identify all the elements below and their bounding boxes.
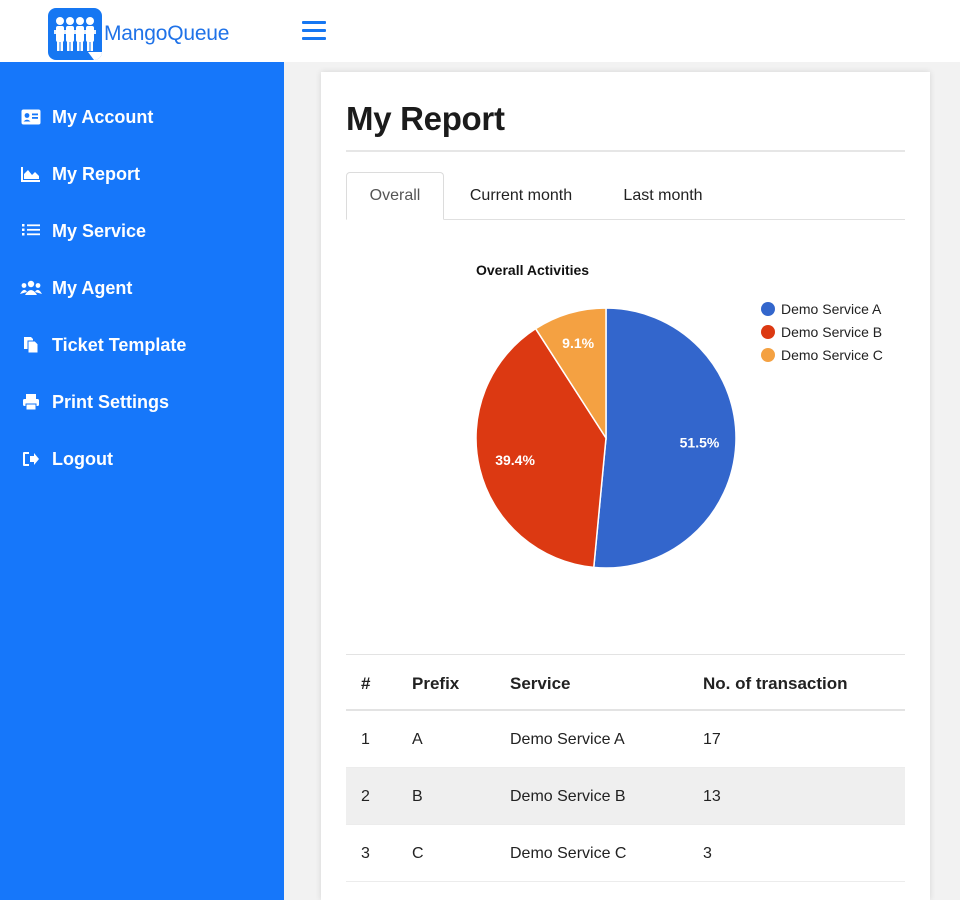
- row-number: 3: [361, 844, 370, 862]
- table-row: 2 B Demo Service B 13: [346, 768, 905, 825]
- pie-slice-c[interactable]: [534, 307, 607, 441]
- row-number: 1: [361, 730, 370, 748]
- tab-last-month[interactable]: Last month: [623, 187, 703, 204]
- row-service: Demo Service B: [510, 787, 626, 805]
- table-row: 3 C Demo Service C 3: [346, 825, 905, 882]
- sidebar-item-print-settings[interactable]: Print Settings: [20, 387, 169, 417]
- chart-title: Overall Activities: [476, 262, 589, 278]
- tab-current-month[interactable]: Current month: [469, 187, 573, 204]
- page-title: My Report: [346, 100, 505, 137]
- header-prefix: Prefix: [412, 673, 460, 693]
- sidebar-item-label: Ticket Template: [52, 334, 187, 355]
- table-row: 1 A Demo Service A 17: [346, 711, 905, 768]
- printer-icon: [20, 391, 42, 413]
- sidebar-item-label: My Account: [52, 106, 154, 127]
- row-transactions: 13: [703, 787, 721, 805]
- slice-label: 51.5%: [680, 434, 720, 450]
- id-card-icon: [20, 106, 42, 128]
- legend-swatch: [761, 302, 775, 316]
- table-header: # Prefix Service No. of transaction: [346, 654, 905, 711]
- copy-icon: [20, 334, 42, 356]
- row-transactions: 3: [703, 844, 712, 862]
- sidebar-item-my-report[interactable]: My Report: [20, 159, 140, 189]
- slice-label: 39.4%: [495, 452, 535, 468]
- legend-item[interactable]: Demo Service C: [781, 347, 883, 363]
- pie-chart: Overall Activities 51.5% 39.4% 9.1% Demo S…: [475, 262, 883, 569]
- brand-name: MangoQueue: [104, 22, 230, 45]
- row-prefix: A: [412, 730, 423, 748]
- menu-toggle-icon[interactable]: [302, 21, 326, 41]
- pie-slice-a[interactable]: [592, 307, 737, 569]
- users-icon: [20, 277, 42, 299]
- header-number: #: [361, 673, 371, 693]
- chart-container: Overall Activities 51.5% 39.4% 9.1% Demo S…: [346, 242, 930, 642]
- list-icon: [20, 220, 42, 242]
- top-bar: MangoQueue: [0, 0, 960, 62]
- title-divider: [346, 150, 905, 152]
- sidebar-item-ticket-template[interactable]: Ticket Template: [20, 330, 186, 360]
- sidebar-item-label: Logout: [52, 448, 113, 469]
- sidebar-item-label: My Agent: [52, 277, 133, 298]
- logout-icon: [20, 448, 42, 470]
- brand[interactable]: MangoQueue: [48, 8, 229, 60]
- row-transactions: 17: [703, 730, 721, 748]
- row-service: Demo Service A: [510, 730, 625, 748]
- sidebar-item-my-agent[interactable]: My Agent: [20, 273, 132, 303]
- slice-label: 9.1%: [562, 335, 594, 351]
- row-service: Demo Service C: [510, 844, 627, 862]
- sidebar-item-label: Print Settings: [52, 391, 170, 412]
- sidebar-item-my-service[interactable]: My Service: [20, 216, 146, 246]
- sidebar-item-logout[interactable]: Logout: [20, 444, 113, 474]
- legend-swatch: [761, 348, 775, 362]
- header-transactions: No. of transaction: [703, 673, 848, 693]
- report-tabs: Overall Current month Last month: [346, 172, 905, 220]
- sidebar-item-my-account[interactable]: My Account: [20, 102, 153, 132]
- sidebar: My Account My Report My Service My Agent…: [0, 62, 284, 900]
- tab-overall[interactable]: Overall: [346, 172, 444, 220]
- row-prefix: C: [412, 844, 424, 862]
- legend-item[interactable]: Demo Service A: [781, 301, 882, 317]
- legend-item[interactable]: Demo Service B: [781, 324, 882, 340]
- legend-swatch: [761, 325, 775, 339]
- sidebar-item-label: My Report: [52, 163, 141, 184]
- sidebar-item-label: My Service: [52, 220, 147, 241]
- row-prefix: B: [412, 787, 423, 805]
- area-chart-icon: [20, 163, 42, 185]
- row-number: 2: [361, 787, 370, 805]
- mangoqueue-logo-icon: [48, 8, 102, 60]
- header-service: Service: [510, 673, 571, 693]
- report-card: My Report Overall Current month Last mon…: [321, 72, 930, 900]
